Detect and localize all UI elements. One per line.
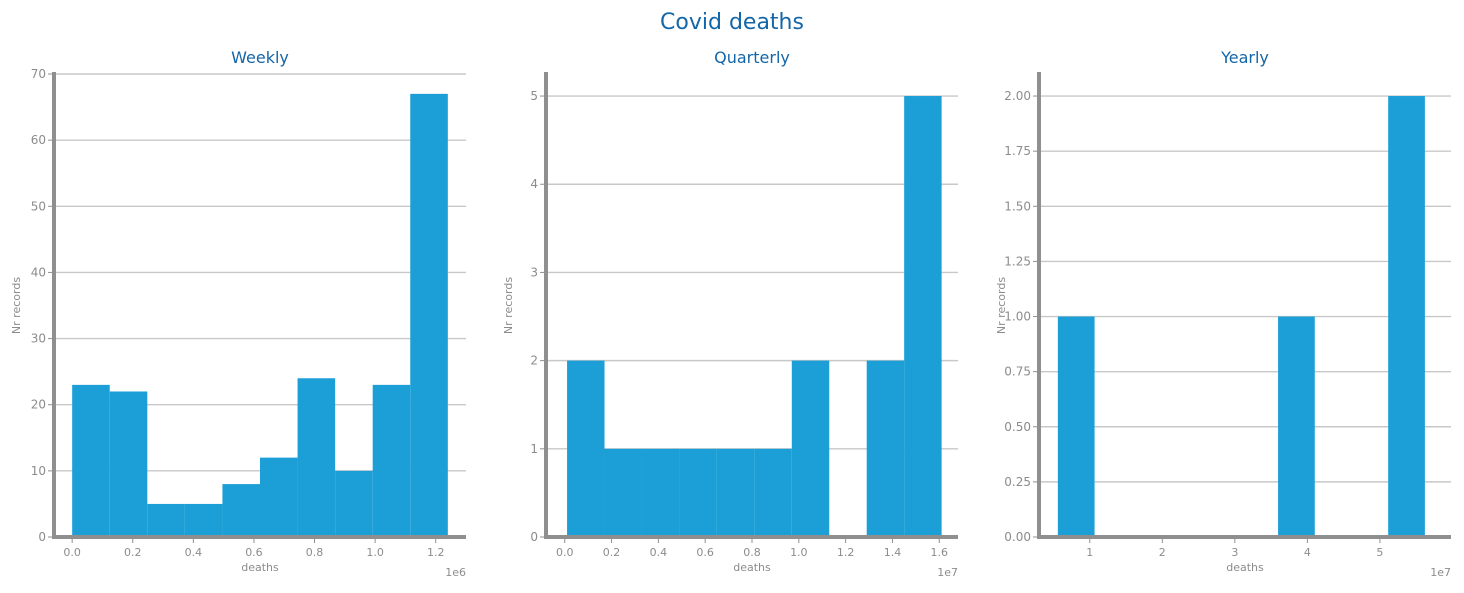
panel-1-bar (184, 503, 223, 537)
panel-3-ytick-label: 0.75 (1004, 365, 1031, 379)
panel-2-ytick-label: 5 (530, 89, 538, 103)
panel-3-xtick-label: 1 (1086, 546, 1093, 559)
panel-1-ylabel: Nr records (10, 277, 23, 334)
panel-1-ytick-label: 60 (31, 133, 46, 147)
panel-3-ytick-label: 0.00 (1004, 530, 1031, 544)
panel-1-ytick-label: 0 (38, 530, 46, 544)
panel-3-xtick-label: 5 (1376, 546, 1383, 559)
panel-1-xtick-label: 0.8 (306, 546, 324, 559)
panel-1-ytick-label: 40 (31, 265, 46, 279)
panel-1-xlabel: deaths (241, 561, 279, 574)
panel-1-x-offset-label: 1e6 (445, 566, 466, 579)
panel-2-title: Quarterly (714, 48, 790, 67)
panel-2-ytick-label: 3 (530, 265, 538, 279)
panel-3-ytick-label: 1.25 (1004, 254, 1031, 268)
panel-3-bar (1057, 316, 1095, 537)
panel-1-bar (372, 384, 411, 537)
panel-1-xtick-label: 0.0 (63, 546, 81, 559)
figure-title: Covid deaths (660, 10, 804, 35)
panel-3-title: Yearly (1220, 48, 1269, 67)
panel-2-ylabel: Nr records (502, 277, 515, 334)
panel-1-ytick-label: 70 (31, 67, 46, 81)
panel-3-ytick-label: 1.75 (1004, 144, 1031, 158)
panel-2-xtick-label: 1.2 (837, 546, 855, 559)
panel-2-bar (604, 448, 642, 537)
panel-1-bar (147, 503, 185, 537)
panel-2-xtick-label: 0.6 (696, 546, 714, 559)
panel-1-ytick-label: 50 (31, 199, 46, 213)
panel-1-ytick-label: 20 (31, 398, 46, 412)
panel-2-ytick-label: 1 (530, 442, 538, 456)
panel-1-bar (109, 391, 148, 537)
panel-1-bar (222, 484, 260, 537)
panel-2-bar (866, 360, 905, 537)
panel-2-ytick-label: 2 (530, 354, 538, 368)
panel-3-ytick-label: 1.50 (1004, 199, 1031, 213)
panel-2-xtick-label: 1.6 (931, 546, 949, 559)
panel-2-xtick-label: 0.4 (650, 546, 668, 559)
panel-2-xtick-label: 1.4 (884, 546, 902, 559)
panel-3-xtick-label: 4 (1304, 546, 1311, 559)
panel-3-bar (1388, 96, 1425, 538)
panel-1-bar (335, 470, 373, 537)
panel-2-xtick-label: 1.0 (790, 546, 808, 559)
panel-2-xtick-label: 0.8 (743, 546, 761, 559)
panel-2-xtick-label: 0.0 (556, 546, 574, 559)
panel-2-bar (641, 448, 680, 537)
panel-1-xtick-label: 0.4 (185, 546, 203, 559)
panel-3-xtick-label: 3 (1231, 546, 1238, 559)
panel-3-ytick-label: 0.50 (1004, 420, 1031, 434)
panel-1-xtick-label: 1.2 (427, 546, 445, 559)
panel-3-xtick-label: 2 (1159, 546, 1166, 559)
panel-3-xlabel: deaths (1226, 561, 1264, 574)
panel-2-bar (791, 360, 830, 537)
panel-1-xtick-label: 1.0 (366, 546, 384, 559)
panel-3-ytick-label: 1.00 (1004, 310, 1031, 324)
panel-2-bar (754, 448, 792, 537)
panel-2-xlabel: deaths (733, 561, 771, 574)
panel-1-bar (410, 93, 448, 537)
panel-1-bar (72, 384, 110, 537)
panel-2-ytick-label: 4 (530, 177, 538, 191)
panel-2-x-offset-label: 1e7 (937, 566, 958, 579)
panel-1-ytick-label: 30 (31, 332, 46, 346)
panel-1-bar (260, 457, 298, 537)
panel-2-bar (904, 96, 942, 538)
panel-2-ytick-label: 0 (530, 530, 538, 544)
panel-2-bar (716, 448, 755, 537)
panel-3-ytick-label: 2.00 (1004, 89, 1031, 103)
panel-3-x-offset-label: 1e7 (1430, 566, 1451, 579)
panel-1-ytick-label: 10 (31, 464, 46, 478)
panel-1-title: Weekly (231, 48, 289, 67)
panel-1-xtick-label: 0.2 (124, 546, 142, 559)
panel-1-bar (297, 378, 336, 537)
panel-3-ylabel: Nr records (995, 277, 1008, 334)
panel-2-bar (679, 448, 717, 537)
panel-2-xtick-label: 0.2 (603, 546, 621, 559)
panel-3-bar (1278, 316, 1315, 537)
panel-2-bar (567, 360, 605, 537)
panel-1-xtick-label: 0.6 (245, 546, 263, 559)
panel-3-ytick-label: 0.25 (1004, 475, 1031, 489)
